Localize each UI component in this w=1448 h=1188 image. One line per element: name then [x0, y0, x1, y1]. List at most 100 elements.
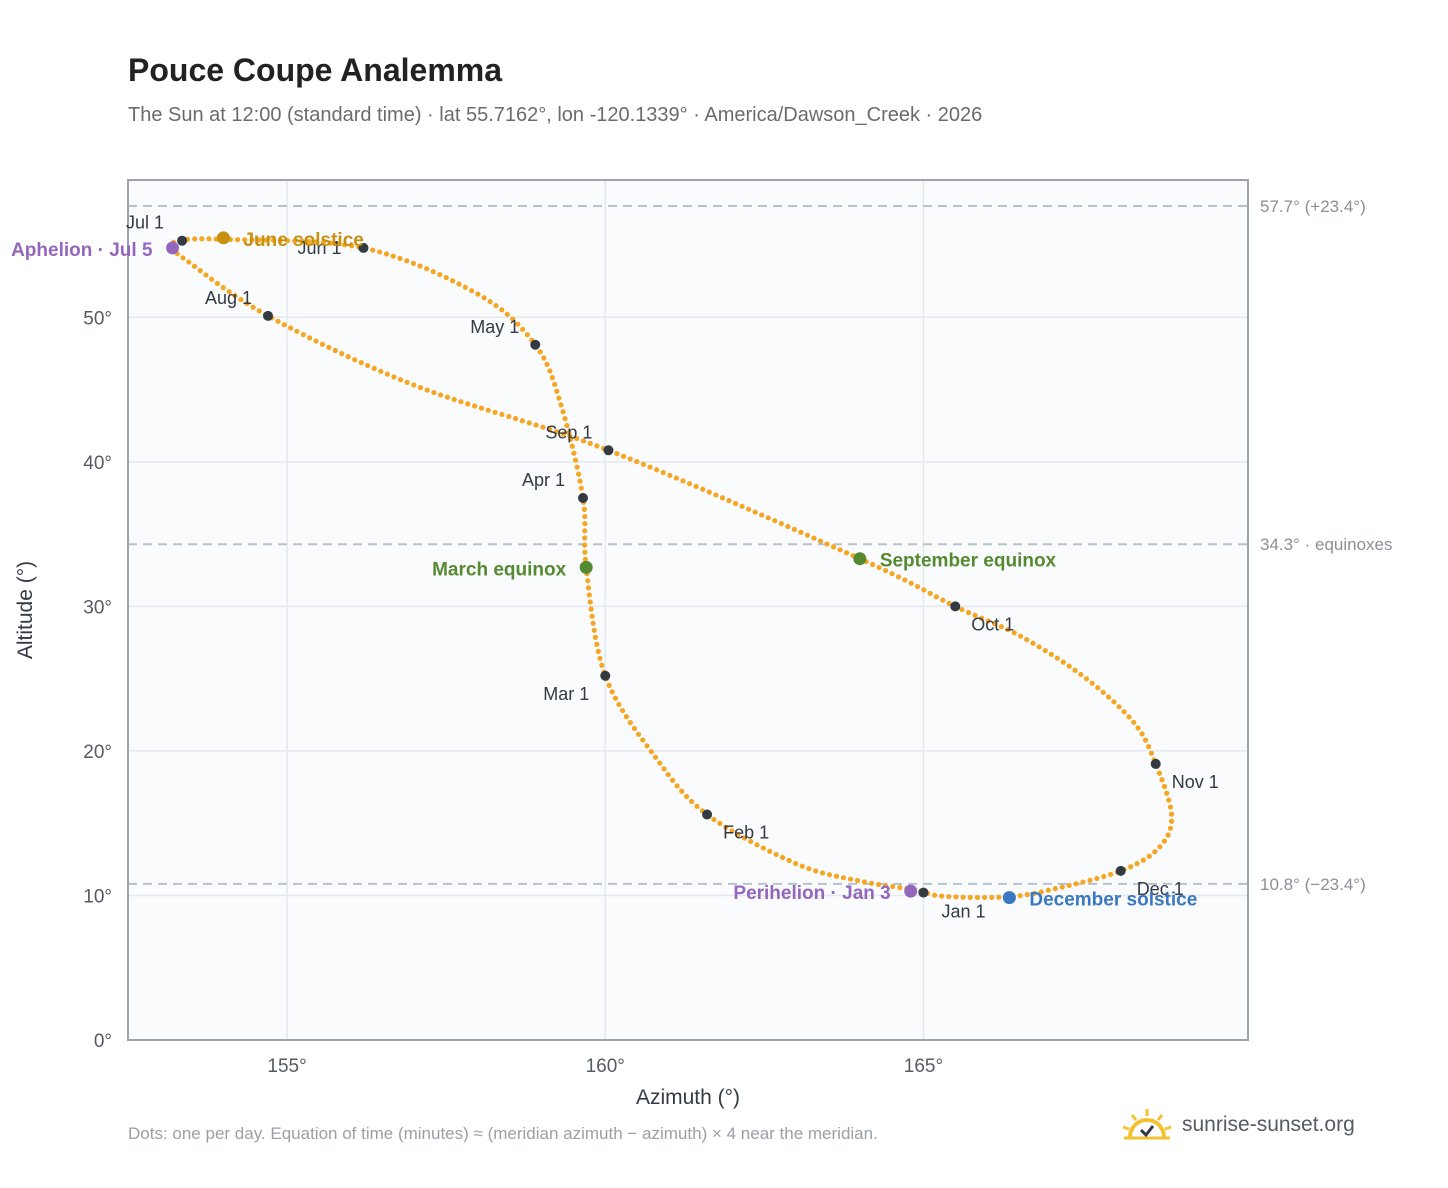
month-label: Nov 1 — [1172, 772, 1219, 792]
event-label: Perihelion · Jan 3 — [733, 883, 890, 904]
daily-dot — [560, 409, 566, 415]
daily-dot — [499, 411, 505, 418]
y-tick-label: 50° — [83, 308, 112, 329]
month-marker — [358, 242, 369, 253]
x-tick-label: 165° — [904, 1056, 943, 1077]
daily-dot — [960, 894, 966, 900]
daily-dot — [585, 578, 591, 584]
plot-frame — [127, 179, 1249, 1041]
daily-dot — [397, 255, 403, 262]
daily-dot — [342, 242, 348, 248]
daily-dot — [726, 498, 732, 504]
daily-dot — [582, 513, 588, 520]
daily-dot — [238, 297, 244, 303]
daily-dot — [1101, 873, 1107, 880]
daily-dot — [397, 377, 404, 383]
daily-dot — [1164, 790, 1170, 796]
month-marker — [530, 339, 541, 350]
daily-dot — [1031, 890, 1037, 896]
daily-dot — [378, 368, 384, 374]
daily-dot — [574, 435, 580, 442]
month-marker — [578, 492, 588, 503]
daily-dot — [537, 349, 543, 355]
daily-dot — [404, 258, 410, 264]
daily-dot — [914, 583, 921, 590]
daily-dot — [541, 355, 547, 361]
x-tick-label: 160° — [586, 1056, 625, 1077]
daily-dot — [597, 655, 603, 661]
daily-dot — [451, 396, 457, 403]
daily-dot — [569, 443, 575, 449]
y-tick-label: 40° — [83, 453, 112, 474]
event-marker — [216, 231, 230, 245]
daily-dot — [250, 304, 256, 310]
daily-dot — [940, 597, 946, 603]
daily-dot — [870, 561, 876, 568]
daily-dot — [581, 506, 587, 513]
month-marker — [702, 809, 713, 820]
daily-dot — [504, 311, 510, 317]
daily-dot — [833, 873, 840, 879]
daily-dot — [1072, 667, 1078, 673]
daily-dot — [739, 503, 745, 509]
daily-dot — [1087, 877, 1093, 883]
daily-dot — [226, 289, 232, 295]
month-marker — [918, 887, 929, 898]
daily-dot — [582, 556, 588, 563]
daily-dot — [1017, 633, 1024, 639]
daily-dot — [580, 438, 587, 444]
daily-dot — [411, 382, 417, 388]
daily-dot — [424, 266, 430, 272]
daily-dot — [635, 731, 642, 737]
daily-dot — [1157, 844, 1163, 850]
daily-dot — [465, 401, 471, 407]
daily-dot — [287, 325, 294, 331]
daily-dot — [1089, 680, 1095, 686]
daily-dot — [1030, 640, 1036, 646]
daily-dot — [519, 418, 526, 424]
daily-dot — [974, 894, 980, 901]
event-marker — [853, 552, 867, 566]
daily-dot — [438, 392, 444, 398]
daily-dot — [1017, 893, 1023, 899]
daily-dot — [989, 894, 995, 901]
daily-dot — [895, 574, 902, 580]
brand[interactable]: sunrise-sunset.org — [1120, 1100, 1355, 1150]
daily-dot — [450, 278, 456, 284]
daily-dot — [547, 368, 553, 374]
daily-dot — [1166, 797, 1172, 803]
daily-dot — [499, 307, 505, 313]
daily-dot — [759, 512, 765, 518]
daily-dot — [606, 682, 612, 688]
daily-dot — [540, 424, 546, 430]
daily-dot — [206, 236, 212, 242]
daily-dot — [826, 872, 833, 878]
daily-dot — [634, 459, 640, 465]
daily-dot — [882, 567, 889, 574]
daily-dot — [1105, 694, 1112, 700]
daily-dot — [1054, 655, 1060, 661]
daily-dot — [1059, 884, 1065, 890]
daily-dot — [471, 403, 478, 409]
daily-dot — [1168, 811, 1175, 817]
daily-dot — [197, 268, 203, 274]
daily-dot — [456, 281, 462, 287]
daily-dot — [244, 300, 250, 307]
daily-dot — [1094, 875, 1100, 882]
daily-dot — [214, 280, 221, 287]
daily-dot — [1036, 644, 1042, 650]
daily-dot — [554, 388, 560, 394]
y-axis-label: Altitude (°) — [14, 561, 37, 659]
daily-dot — [713, 492, 719, 498]
daily-dot — [320, 239, 326, 246]
daily-dot — [619, 707, 626, 714]
event-label: September equinox — [880, 551, 1057, 572]
daily-dot — [1052, 886, 1058, 892]
daily-dot — [1165, 832, 1171, 838]
daily-dot — [767, 848, 773, 854]
daily-dot — [616, 701, 622, 708]
daily-dot — [799, 863, 805, 869]
daily-dot — [180, 255, 186, 261]
daily-dot — [417, 263, 423, 269]
daily-dot — [1108, 871, 1114, 878]
